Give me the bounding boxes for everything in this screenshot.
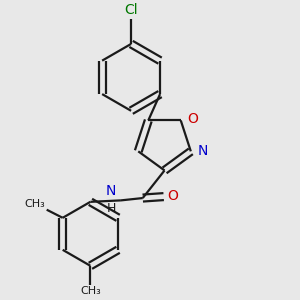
Text: CH₃: CH₃ (80, 286, 101, 296)
Text: O: O (187, 112, 198, 126)
Text: N: N (105, 184, 116, 198)
Text: O: O (167, 189, 178, 203)
Text: Cl: Cl (124, 3, 138, 17)
Text: H: H (106, 202, 116, 214)
Text: CH₃: CH₃ (25, 199, 45, 209)
Text: N: N (197, 144, 208, 158)
